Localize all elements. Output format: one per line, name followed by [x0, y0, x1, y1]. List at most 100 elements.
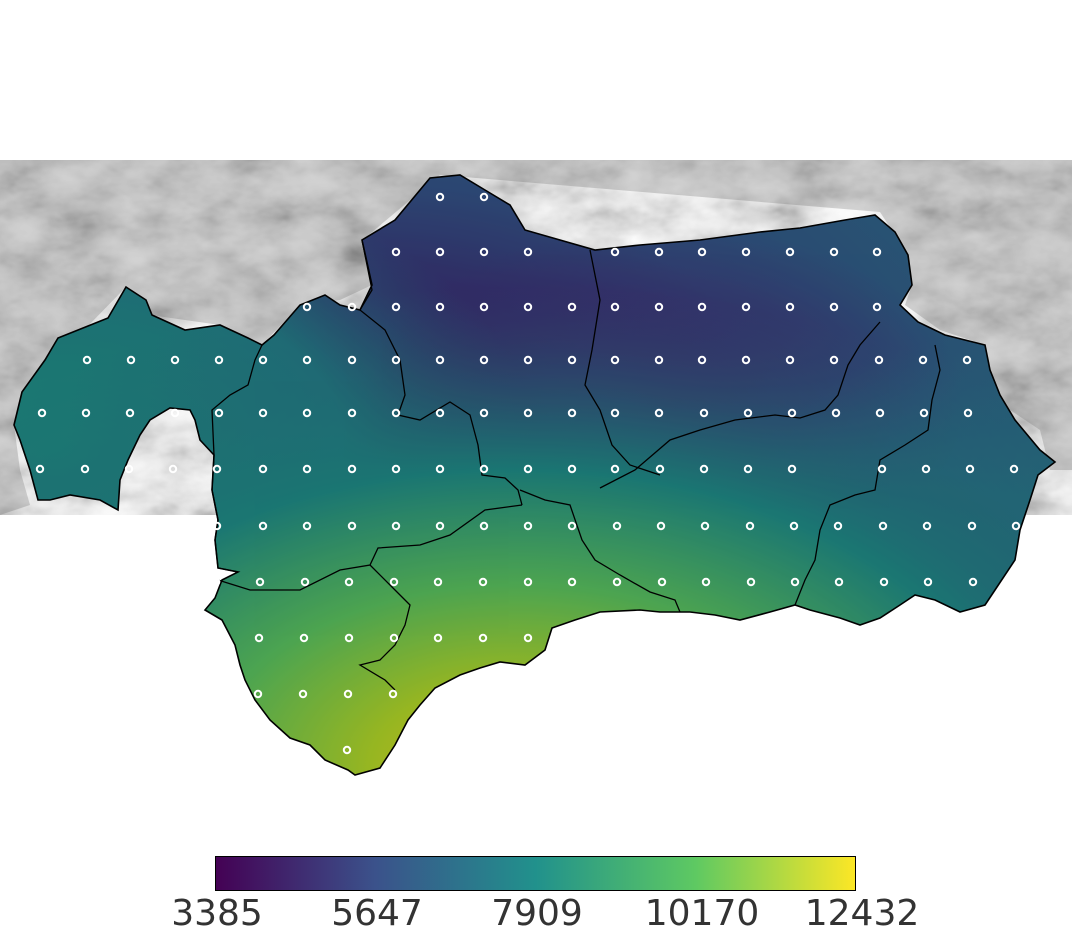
station-marker: [435, 355, 445, 365]
station-marker: [433, 577, 443, 587]
colorbar: [215, 856, 856, 891]
station-marker: [872, 247, 882, 257]
station-marker: [35, 464, 45, 474]
station-marker: [389, 577, 399, 587]
station-marker: [785, 355, 795, 365]
station-marker: [347, 521, 357, 531]
station-marker: [124, 464, 134, 474]
station-marker: [610, 247, 620, 257]
station-marker: [567, 302, 577, 312]
station-marker: [523, 577, 533, 587]
station-marker: [214, 408, 224, 418]
station-marker: [785, 302, 795, 312]
station-marker: [433, 633, 443, 643]
station-marker: [918, 355, 928, 365]
station-marker: [829, 355, 839, 365]
station-marker: [829, 302, 839, 312]
station-marker: [258, 521, 268, 531]
station-marker: [302, 355, 312, 365]
station-marker: [787, 464, 797, 474]
station-marker: [435, 302, 445, 312]
station-marker: [610, 355, 620, 365]
station-marker: [479, 247, 489, 257]
station-marker: [965, 464, 975, 474]
colorbar-tick-label: 3385: [171, 893, 263, 934]
station-marker: [523, 247, 533, 257]
station-marker: [253, 689, 263, 699]
colorbar-tick-label: 7909: [491, 893, 583, 934]
boundary-sevilla-cordoba: [359, 239, 523, 506]
station-marker: [963, 408, 973, 418]
station-marker: [875, 408, 885, 418]
station-marker: [567, 355, 577, 365]
station-marker: [656, 521, 666, 531]
station-marker: [1011, 521, 1021, 531]
station-marker: [435, 464, 445, 474]
station-marker: [80, 464, 90, 474]
station-markers: [35, 192, 1021, 755]
station-marker: [745, 521, 755, 531]
station-marker: [347, 408, 357, 418]
station-marker: [435, 192, 445, 202]
station-marker: [435, 247, 445, 257]
station-marker: [919, 408, 929, 418]
station-marker: [170, 355, 180, 365]
station-marker: [567, 577, 577, 587]
station-marker: [1009, 464, 1019, 474]
station-marker: [657, 577, 667, 587]
station-marker: [258, 408, 268, 418]
station-marker: [125, 408, 135, 418]
station-marker: [921, 464, 931, 474]
station-marker: [168, 521, 178, 531]
station-marker: [879, 577, 889, 587]
station-marker: [831, 408, 841, 418]
station-marker: [699, 408, 709, 418]
colorbar-frame: [215, 856, 856, 891]
station-marker: [81, 408, 91, 418]
station-marker: [699, 464, 709, 474]
station-marker: [255, 577, 265, 587]
station-marker: [126, 355, 136, 365]
station-marker: [654, 247, 664, 257]
station-marker: [347, 464, 357, 474]
boundary-cadiz-north: [217, 504, 523, 591]
station-marker: [741, 355, 751, 365]
station-marker: [790, 577, 800, 587]
station-marker: [168, 464, 178, 474]
station-marker: [214, 355, 224, 365]
station-marker: [37, 408, 47, 418]
station-marker: [654, 302, 664, 312]
station-marker: [922, 521, 932, 531]
station-marker: [962, 355, 972, 365]
station-marker: [523, 633, 533, 643]
station-marker: [479, 408, 489, 418]
station-marker: [834, 577, 844, 587]
province-boundaries: [211, 239, 941, 691]
station-marker: [302, 464, 312, 474]
boundary-jaen-granada: [599, 321, 881, 489]
station-marker: [523, 464, 533, 474]
station-marker: [82, 355, 92, 365]
boundary-cordoba-jaen: [584, 249, 661, 476]
boundary-huelva-sevilla: [211, 344, 263, 573]
station-marker: [391, 302, 401, 312]
station-marker: [874, 355, 884, 365]
station-marker: [302, 302, 312, 312]
station-marker: [523, 302, 533, 312]
station-marker: [254, 633, 264, 643]
station-marker: [478, 633, 488, 643]
station-marker: [478, 577, 488, 587]
colorbar-tick-label: 10170: [644, 893, 760, 934]
station-marker: [344, 577, 354, 587]
station-marker: [701, 577, 711, 587]
station-marker: [479, 464, 489, 474]
station-marker: [389, 633, 399, 643]
station-marker: [610, 302, 620, 312]
station-marker: [610, 408, 620, 418]
colorbar-tick-label: 5647: [331, 893, 423, 934]
station-marker: [342, 745, 352, 755]
station-marker: [567, 521, 577, 531]
colorbar-tick-label: 12432: [804, 893, 920, 934]
station-marker: [435, 408, 445, 418]
station-marker: [391, 408, 401, 418]
